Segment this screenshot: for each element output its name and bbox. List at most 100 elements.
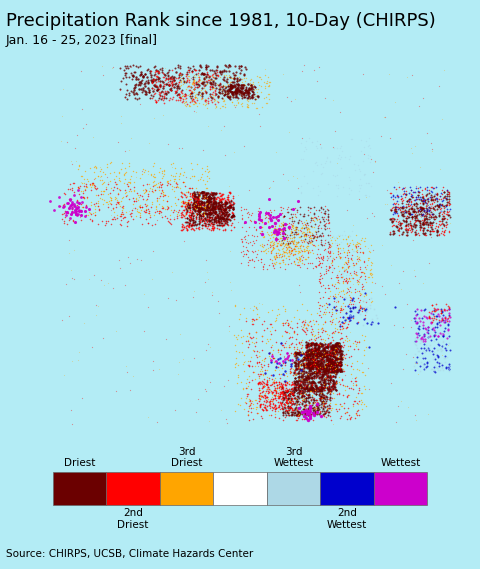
- Point: [113, 193, 120, 203]
- Point: [262, 380, 270, 389]
- Point: [420, 363, 427, 372]
- Point: [339, 268, 347, 277]
- Point: [433, 319, 441, 328]
- Point: [264, 383, 272, 392]
- Point: [284, 319, 292, 328]
- Point: [439, 183, 446, 192]
- Point: [344, 320, 351, 329]
- Point: [325, 283, 333, 292]
- Point: [250, 247, 257, 256]
- Point: [345, 314, 353, 323]
- Point: [438, 226, 446, 236]
- Point: [422, 217, 430, 226]
- Point: [175, 89, 182, 98]
- Point: [313, 362, 321, 372]
- Point: [242, 205, 250, 214]
- Point: [405, 207, 413, 216]
- Point: [295, 254, 303, 263]
- Point: [116, 255, 123, 265]
- Point: [193, 201, 201, 210]
- Point: [242, 398, 250, 407]
- Point: [281, 358, 288, 368]
- Point: [279, 394, 287, 403]
- Point: [300, 386, 307, 395]
- Point: [442, 314, 449, 323]
- Point: [338, 264, 346, 273]
- Point: [444, 362, 452, 371]
- Point: [296, 379, 304, 388]
- Point: [231, 341, 239, 350]
- Point: [198, 88, 206, 97]
- Point: [156, 86, 164, 96]
- Point: [318, 384, 325, 393]
- Point: [442, 201, 450, 211]
- Point: [312, 384, 320, 393]
- Point: [324, 366, 332, 376]
- Point: [309, 348, 316, 357]
- Point: [235, 73, 243, 82]
- Point: [156, 81, 164, 90]
- Point: [287, 364, 294, 373]
- Point: [326, 316, 334, 325]
- Point: [195, 98, 203, 108]
- Point: [346, 176, 354, 185]
- Point: [285, 394, 292, 403]
- Point: [135, 84, 143, 93]
- Point: [339, 380, 347, 389]
- Point: [221, 205, 228, 215]
- Point: [325, 404, 333, 413]
- Point: [144, 200, 151, 209]
- Point: [239, 237, 246, 246]
- Point: [333, 144, 340, 153]
- Point: [278, 364, 286, 373]
- Point: [356, 255, 363, 264]
- Point: [302, 362, 310, 372]
- Point: [234, 370, 242, 380]
- Point: [226, 85, 233, 94]
- Point: [326, 375, 334, 384]
- Point: [312, 357, 320, 366]
- Point: [433, 350, 441, 359]
- Point: [443, 340, 450, 349]
- Point: [308, 222, 316, 232]
- Point: [123, 61, 131, 71]
- Point: [141, 166, 149, 175]
- Point: [221, 211, 229, 220]
- Point: [140, 207, 148, 216]
- Point: [273, 381, 281, 390]
- Point: [224, 207, 231, 216]
- Point: [188, 88, 196, 97]
- Point: [205, 201, 213, 211]
- Point: [425, 213, 432, 222]
- Point: [305, 352, 313, 361]
- Point: [416, 193, 423, 203]
- Point: [324, 386, 332, 395]
- Point: [405, 209, 413, 218]
- Point: [264, 208, 272, 217]
- Point: [273, 391, 280, 400]
- Point: [209, 90, 217, 100]
- Point: [195, 213, 203, 222]
- Point: [439, 223, 446, 232]
- Point: [441, 213, 448, 222]
- Point: [433, 346, 441, 355]
- Point: [184, 222, 192, 232]
- Point: [328, 365, 336, 374]
- Point: [279, 302, 287, 311]
- Point: [265, 223, 273, 232]
- Point: [360, 291, 368, 300]
- Point: [271, 222, 279, 231]
- Point: [185, 217, 192, 226]
- Point: [313, 348, 321, 357]
- Point: [339, 352, 347, 361]
- Point: [265, 400, 273, 409]
- Point: [230, 73, 238, 82]
- Point: [279, 358, 287, 368]
- Point: [200, 77, 208, 86]
- Point: [283, 233, 291, 242]
- Point: [389, 191, 397, 200]
- Point: [418, 196, 426, 205]
- Point: [286, 402, 293, 411]
- Point: [149, 162, 157, 171]
- Point: [443, 217, 450, 226]
